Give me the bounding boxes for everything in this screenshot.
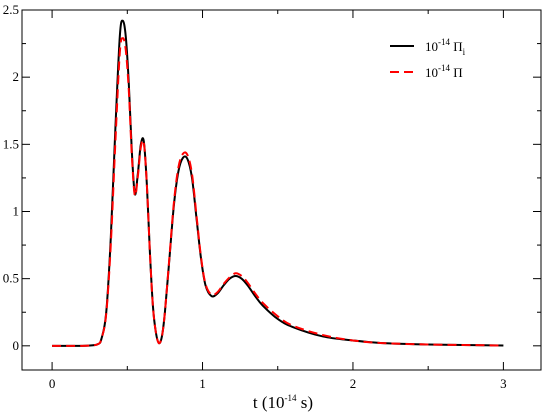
- x-tick-label: 3: [500, 376, 507, 391]
- legend-label-series-1: 10-14 Πi: [425, 37, 466, 57]
- legend-entry-series-2: 10-14 Π: [390, 63, 463, 80]
- series-line-2: [52, 37, 504, 347]
- axis-ticks: 0 1 2 3 0 0.5 1 1.5 2 2.5: [3, 2, 541, 391]
- y-tick-label: 0: [13, 338, 20, 353]
- y-tick-label: 1: [13, 203, 20, 218]
- series-layer: [52, 19, 504, 347]
- legend: 10-14 Πi 10-14 Π: [390, 37, 466, 80]
- x-tick-label: 2: [350, 376, 357, 391]
- y-tick-label: 1.5: [3, 136, 19, 151]
- y-tick-label: 2.5: [3, 2, 19, 17]
- y-tick-label: 0.5: [3, 271, 19, 286]
- plot-frame: [21, 9, 542, 371]
- legend-entry-series-1: 10-14 Πi: [390, 37, 466, 57]
- x-tick-label: 1: [199, 376, 206, 391]
- x-axis-title: t (10-14 s): [253, 393, 313, 412]
- legend-label-series-2: 10-14 Π: [425, 63, 463, 80]
- y-tick-label: 2: [13, 69, 20, 84]
- x-tick-label: 0: [49, 376, 56, 391]
